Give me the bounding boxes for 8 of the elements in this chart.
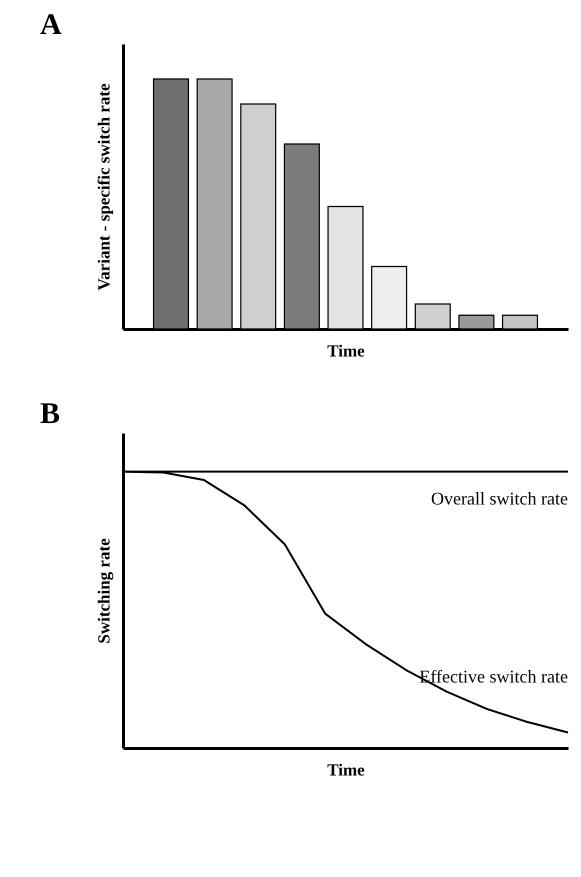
chart-title: B [40,397,60,430]
y-axis-title: Variant - specific switch rate [94,82,114,291]
chart-title: A [40,8,62,41]
series-label: Effective switch rate [419,666,568,687]
x-axis-title: Time [327,760,366,780]
series-label: Overall switch rate [431,488,568,509]
y-axis-title: Switching rate [94,538,114,644]
x-axis-title: Time [327,342,366,360]
